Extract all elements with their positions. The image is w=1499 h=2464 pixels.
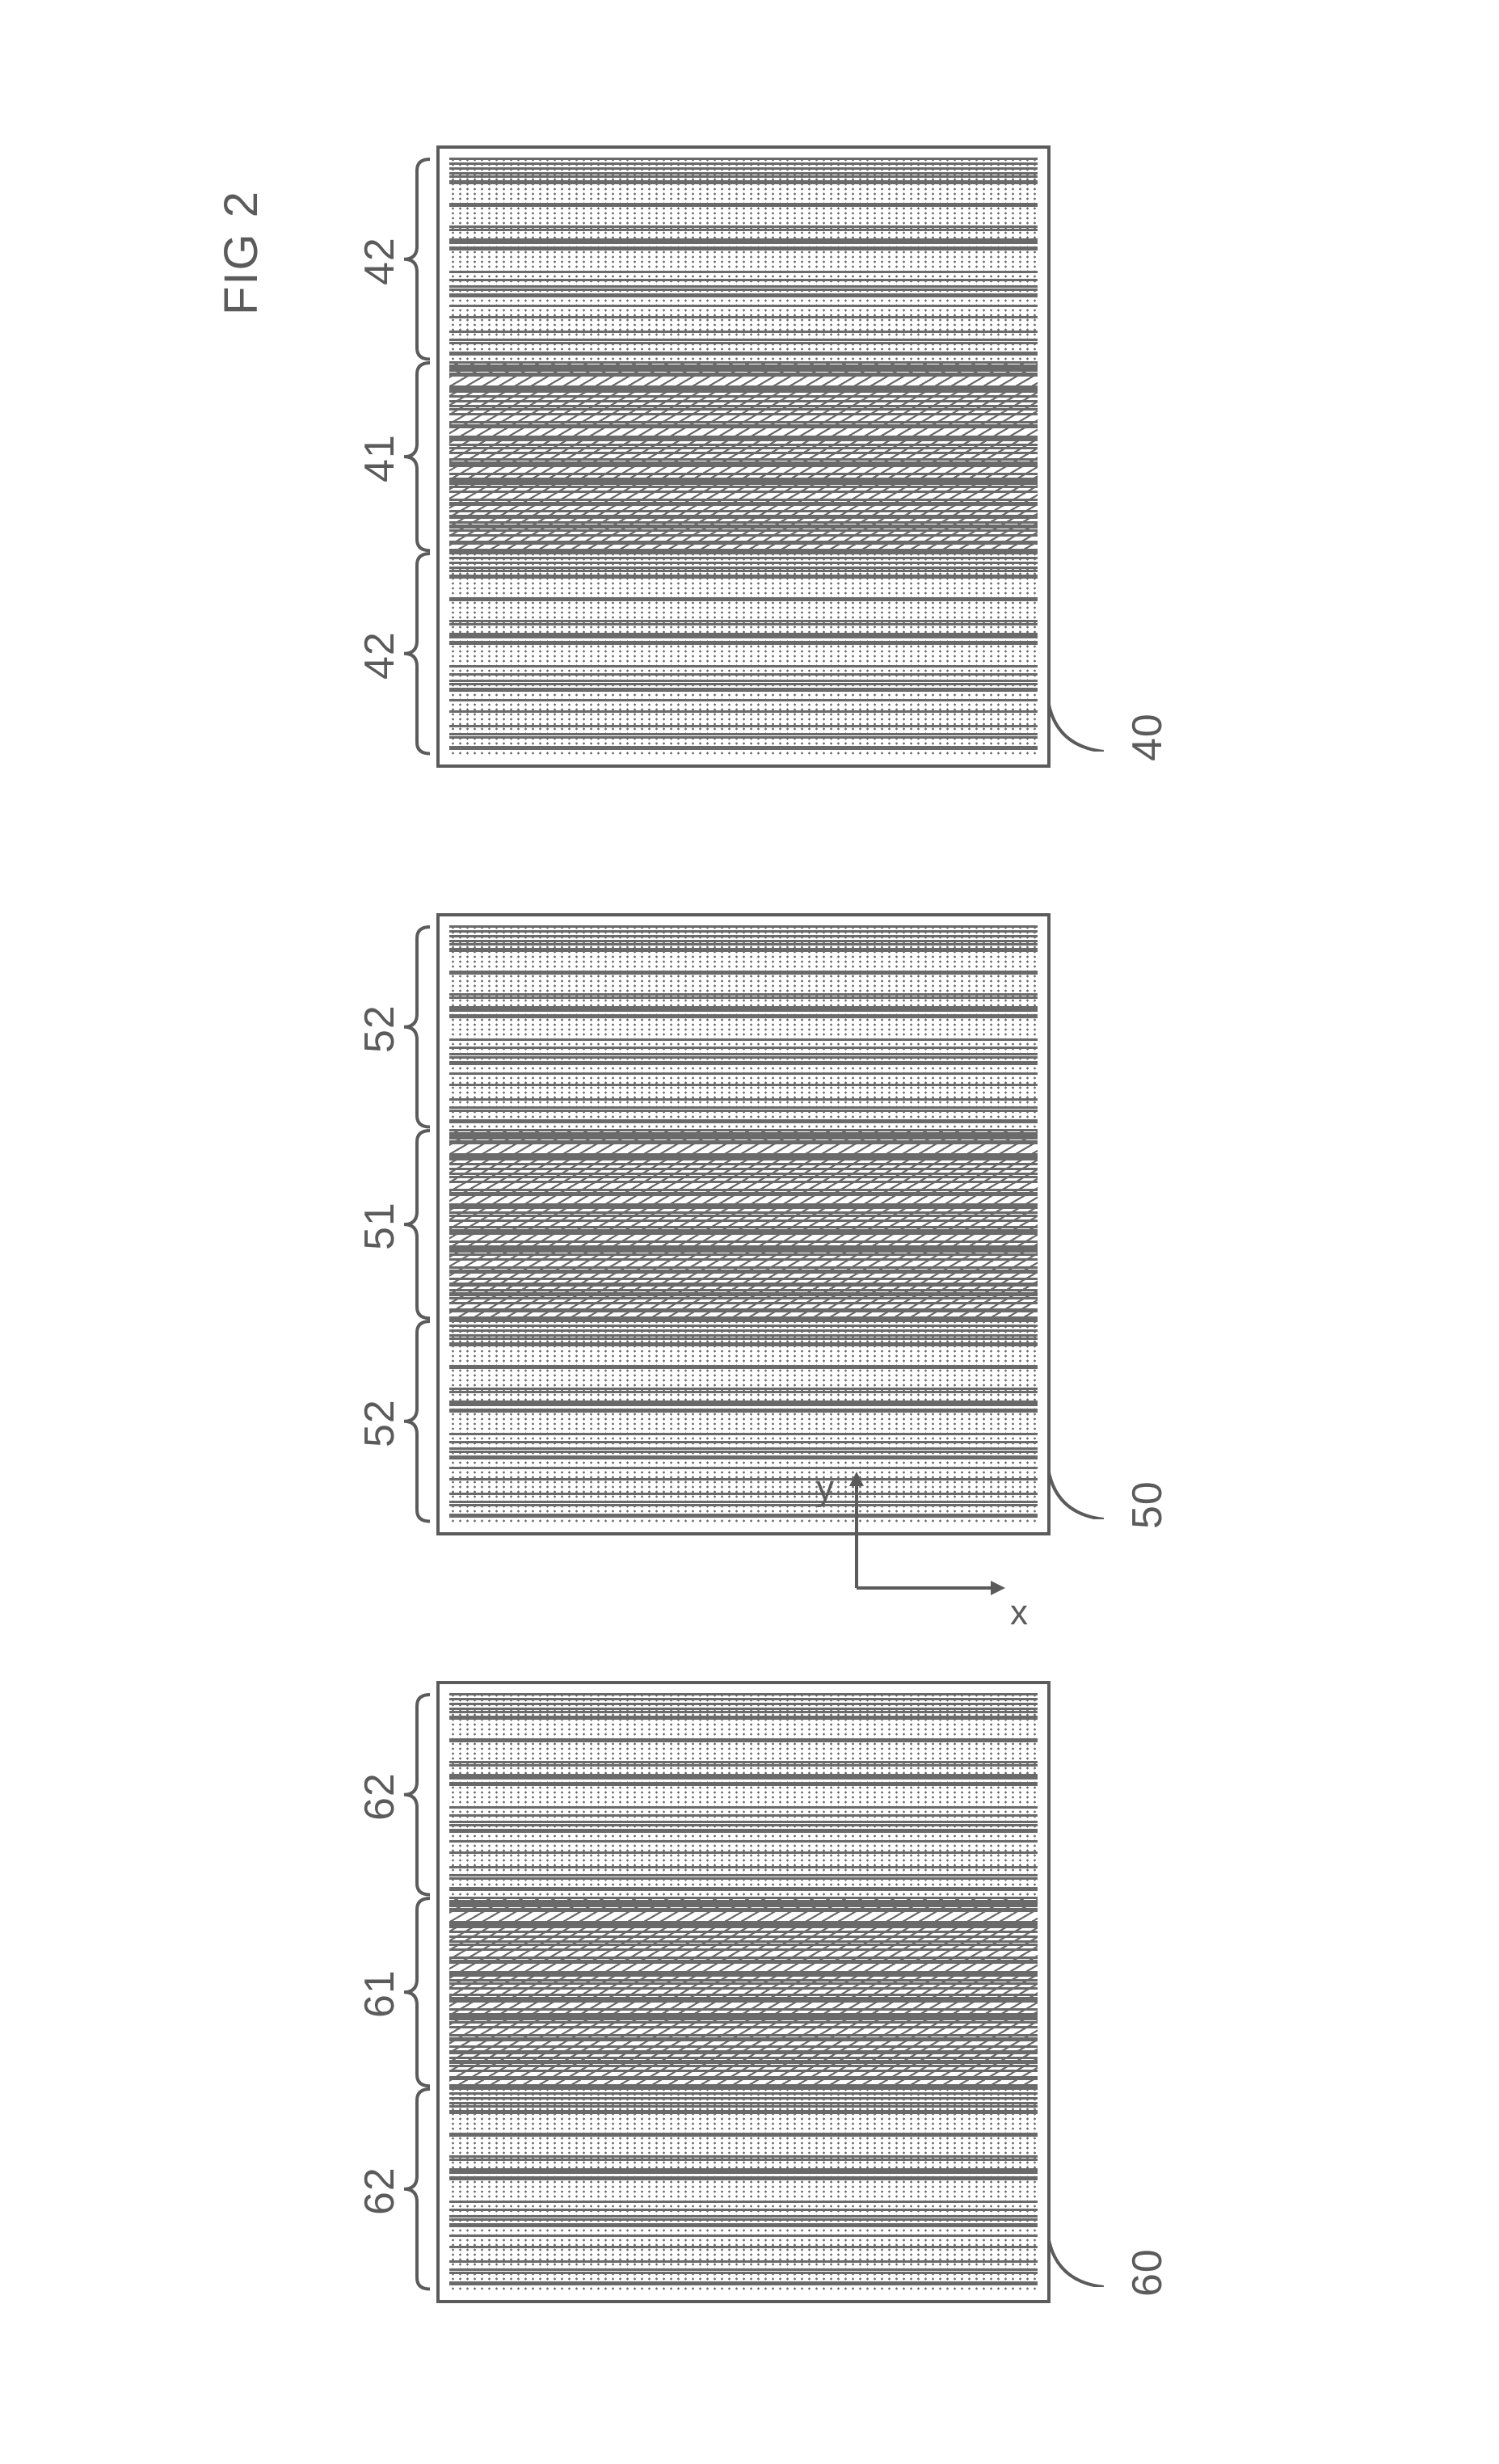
brace-52-2 bbox=[401, 1320, 430, 1523]
zone-label-61-1: 61 bbox=[356, 1969, 404, 2018]
zone-41 bbox=[449, 361, 1038, 552]
zone-42 bbox=[449, 552, 1038, 755]
zone-51 bbox=[449, 1129, 1038, 1320]
leader-50 bbox=[1047, 1463, 1104, 1523]
zone-label-51-1: 51 bbox=[356, 1202, 404, 1250]
brace-52-0 bbox=[401, 925, 430, 1128]
brace-51-1 bbox=[401, 1129, 430, 1320]
brace-42-2 bbox=[401, 552, 430, 755]
brace-41-1 bbox=[401, 361, 430, 552]
zone-label-42-2: 42 bbox=[356, 631, 404, 680]
zone-label-41-1: 41 bbox=[356, 434, 404, 482]
leader-40 bbox=[1047, 695, 1104, 756]
panel-ref-40: 40 bbox=[1123, 713, 1172, 761]
axis-label-y: y bbox=[816, 1468, 834, 1509]
panel-border bbox=[436, 145, 1051, 768]
panel-40 bbox=[436, 145, 1051, 768]
zone-label-52-2: 52 bbox=[356, 1399, 404, 1447]
panel-ref-50: 50 bbox=[1123, 1481, 1172, 1529]
figure-label: FIG 2 bbox=[214, 190, 268, 315]
panel-border bbox=[436, 913, 1051, 1535]
zone-52 bbox=[449, 925, 1038, 1128]
zone-label-42-0: 42 bbox=[356, 237, 404, 285]
brace-62-2 bbox=[401, 2087, 430, 2290]
zone-62 bbox=[449, 2087, 1038, 2290]
panel-border bbox=[436, 1681, 1051, 2303]
zone-label-62-2: 62 bbox=[356, 2167, 404, 2215]
zone-42 bbox=[449, 158, 1038, 360]
zone-61 bbox=[449, 1897, 1038, 2087]
zone-label-52-0: 52 bbox=[356, 1005, 404, 1053]
figure-page: FIG 2 42 41 42 40 52 51 52 50 62 61 62 60 y x bbox=[0, 0, 1499, 2464]
axis-label-x: x bbox=[1010, 1593, 1028, 1633]
panel-60 bbox=[436, 1681, 1051, 2303]
zone-label-62-0: 62 bbox=[356, 1772, 404, 1821]
brace-42-0 bbox=[401, 158, 430, 360]
brace-61-1 bbox=[401, 1897, 430, 2087]
panel-ref-60: 60 bbox=[1123, 2248, 1172, 2297]
axes bbox=[840, 1467, 1010, 1604]
zone-62 bbox=[449, 1693, 1038, 1896]
panel-50 bbox=[436, 913, 1051, 1535]
leader-60 bbox=[1047, 2230, 1104, 2291]
brace-62-0 bbox=[401, 1693, 430, 1896]
